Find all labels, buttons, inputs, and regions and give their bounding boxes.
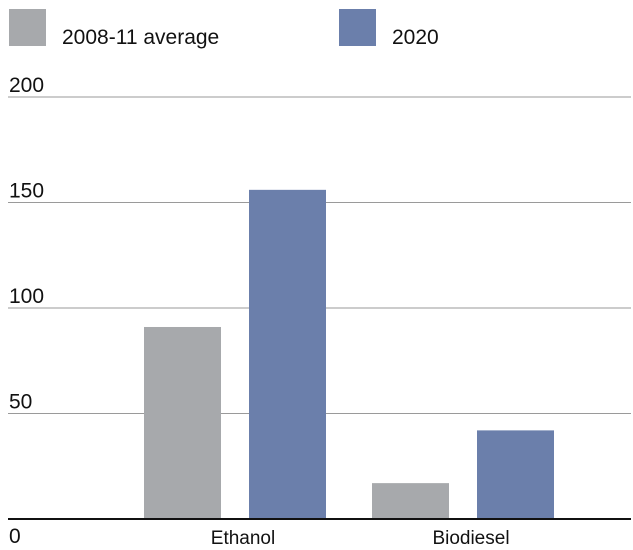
legend-label-2: 2020 <box>392 26 439 49</box>
bar-biodiesel-series-2 <box>477 430 554 519</box>
legend: 2008-11 average 2020 <box>9 9 439 49</box>
y-tick-label-50: 50 <box>9 391 32 414</box>
legend-swatch-1 <box>9 9 46 46</box>
y-tick-label-100: 100 <box>9 285 44 308</box>
x-axis-categories: Ethanol Biodiesel <box>211 528 510 549</box>
bar-ethanol-series-2 <box>249 189 326 519</box>
bars <box>144 189 554 519</box>
bar-ethanol-series-1 <box>144 326 221 519</box>
y-tick-label-150: 150 <box>9 180 44 203</box>
x-category-label-ethanol: Ethanol <box>211 528 275 549</box>
y-tick-label-0: 0 <box>9 525 21 548</box>
y-axis-ticks: 0 50 100 150 200 <box>9 74 44 548</box>
bar-biodiesel-series-1 <box>372 483 449 519</box>
y-tick-label-200: 200 <box>9 74 44 97</box>
legend-swatch-2 <box>339 9 376 46</box>
x-category-label-biodiesel: Biodiesel <box>432 528 509 549</box>
legend-label-1: 2008-11 average <box>62 26 219 49</box>
